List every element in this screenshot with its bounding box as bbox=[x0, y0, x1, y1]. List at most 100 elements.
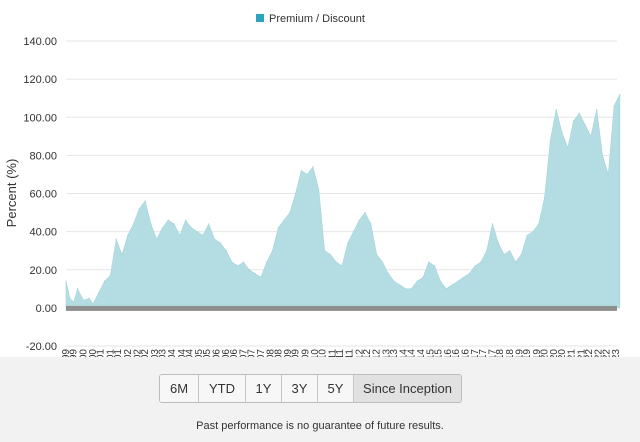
data-point bbox=[387, 273, 389, 275]
data-point bbox=[410, 288, 412, 290]
data-point bbox=[381, 261, 384, 263]
range-1y-button[interactable]: 1Y bbox=[246, 375, 282, 402]
legend-label: Premium / Discount bbox=[269, 13, 365, 25]
range-6m-button[interactable]: 6M bbox=[160, 375, 199, 402]
x-tick-label: Jul-99 bbox=[61, 349, 72, 357]
chart-panel: Premium / Discount Percent (%) 140.00 120… bbox=[4, 13, 622, 357]
data-point bbox=[376, 253, 378, 256]
x-tick-label: Jan-06 bbox=[212, 349, 223, 357]
x-tick-label: Jul-17 bbox=[478, 349, 489, 357]
x-tick-label: Oct-16 bbox=[461, 349, 472, 357]
x-tick-label: Nov-22 bbox=[601, 349, 612, 357]
x-tick-label: May-03 bbox=[150, 349, 161, 357]
range-ytd-button[interactable]: YTD bbox=[199, 375, 246, 402]
data-point bbox=[104, 280, 106, 282]
data-point bbox=[538, 223, 540, 225]
data-point bbox=[601, 154, 604, 156]
data-point bbox=[393, 280, 395, 282]
data-point bbox=[109, 274, 111, 277]
data-point bbox=[370, 223, 372, 225]
zero-baseline bbox=[66, 305, 617, 311]
data-point bbox=[289, 212, 291, 214]
data-point bbox=[480, 261, 482, 263]
range-since-inception-button[interactable]: Since Inception bbox=[354, 375, 461, 402]
data-point bbox=[405, 288, 407, 290]
range-selector: 6M YTD 1Y 3Y 5Y Since Inception bbox=[159, 374, 462, 403]
data-point bbox=[416, 280, 418, 282]
data-point bbox=[474, 265, 476, 267]
data-point bbox=[219, 242, 221, 244]
data-point bbox=[88, 297, 90, 299]
data-point bbox=[364, 212, 366, 214]
data-point bbox=[231, 261, 233, 263]
x-tick-label: Nov-04 bbox=[185, 349, 196, 357]
data-point bbox=[156, 238, 158, 240]
x-tick-label: Mar-02 bbox=[123, 349, 134, 357]
x-tick-label: Apr-10 bbox=[310, 349, 321, 357]
data-point bbox=[422, 276, 424, 278]
x-tick-label: Jun-09 bbox=[291, 349, 302, 357]
x-tick-label: Apr-23 bbox=[611, 349, 622, 357]
range-5y-button[interactable]: 5Y bbox=[318, 375, 354, 402]
data-point bbox=[497, 242, 499, 244]
x-tick-label: Aug-20 bbox=[549, 349, 560, 357]
x-tick-label: Sep-03 bbox=[158, 349, 169, 357]
y-tick-label: 60.00 bbox=[29, 189, 57, 201]
premium-discount-area bbox=[65, 94, 621, 309]
data-point bbox=[526, 234, 528, 236]
x-tick-label: Jul-12 bbox=[362, 349, 373, 357]
data-point bbox=[277, 227, 279, 229]
y-tick-label: 120.00 bbox=[23, 74, 57, 86]
data-point bbox=[237, 265, 239, 267]
data-point bbox=[532, 231, 534, 233]
data-point bbox=[561, 131, 563, 134]
data-point bbox=[352, 231, 355, 233]
x-tick-label: Dec-17 bbox=[488, 349, 499, 357]
data-point bbox=[82, 299, 84, 301]
y-tick-label: 40.00 bbox=[29, 227, 57, 239]
x-tick-label: Dec-12 bbox=[372, 349, 383, 357]
data-point bbox=[549, 139, 552, 141]
data-point bbox=[572, 120, 575, 122]
data-point bbox=[271, 250, 274, 252]
x-tick-label: Jul-07 bbox=[246, 349, 257, 357]
data-point bbox=[584, 124, 586, 126]
x-tick-label: Aug-05 bbox=[202, 349, 213, 357]
data-point bbox=[208, 223, 210, 225]
data-point bbox=[509, 250, 511, 252]
data-point bbox=[399, 284, 401, 286]
data-point bbox=[544, 196, 546, 198]
data-point bbox=[341, 265, 343, 267]
legend[interactable]: Premium / Discount bbox=[256, 13, 365, 25]
y-tick-label: 100.00 bbox=[23, 112, 57, 124]
x-tick-label: May-11 bbox=[335, 349, 346, 357]
data-point bbox=[127, 234, 129, 236]
x-tick-label: Jan-01 bbox=[96, 349, 107, 357]
x-tick-label: Feb-19 bbox=[515, 349, 526, 357]
data-point bbox=[260, 276, 262, 278]
data-point bbox=[202, 234, 204, 236]
data-point bbox=[445, 288, 447, 290]
data-point bbox=[295, 192, 297, 195]
range-selector-bar: 6M YTD 1Y 3Y 5Y Since Inception Past per… bbox=[0, 357, 640, 442]
data-point bbox=[347, 242, 349, 244]
legend-marker bbox=[256, 14, 264, 22]
x-tick-label: Aug-15 bbox=[434, 349, 445, 357]
data-point bbox=[596, 109, 598, 111]
data-point bbox=[161, 227, 164, 229]
x-tick-label: Mar-17 bbox=[470, 349, 481, 357]
y-tick-label: 140.00 bbox=[23, 36, 57, 48]
x-tick-label: Sep-00 bbox=[88, 349, 99, 357]
y-tick-labels: 140.00 120.00 100.00 80.00 60.00 40.00 20.00 0.… bbox=[23, 36, 57, 353]
data-point bbox=[335, 261, 337, 263]
x-tick-label: Sep-08 bbox=[273, 349, 284, 357]
range-3y-button[interactable]: 3Y bbox=[282, 375, 318, 402]
data-point bbox=[520, 253, 523, 256]
data-point bbox=[214, 238, 216, 240]
data-point bbox=[324, 250, 326, 252]
plot-area bbox=[65, 93, 621, 311]
data-point bbox=[318, 189, 320, 191]
data-point bbox=[578, 112, 580, 114]
data-point bbox=[179, 234, 181, 236]
data-point bbox=[619, 93, 621, 95]
